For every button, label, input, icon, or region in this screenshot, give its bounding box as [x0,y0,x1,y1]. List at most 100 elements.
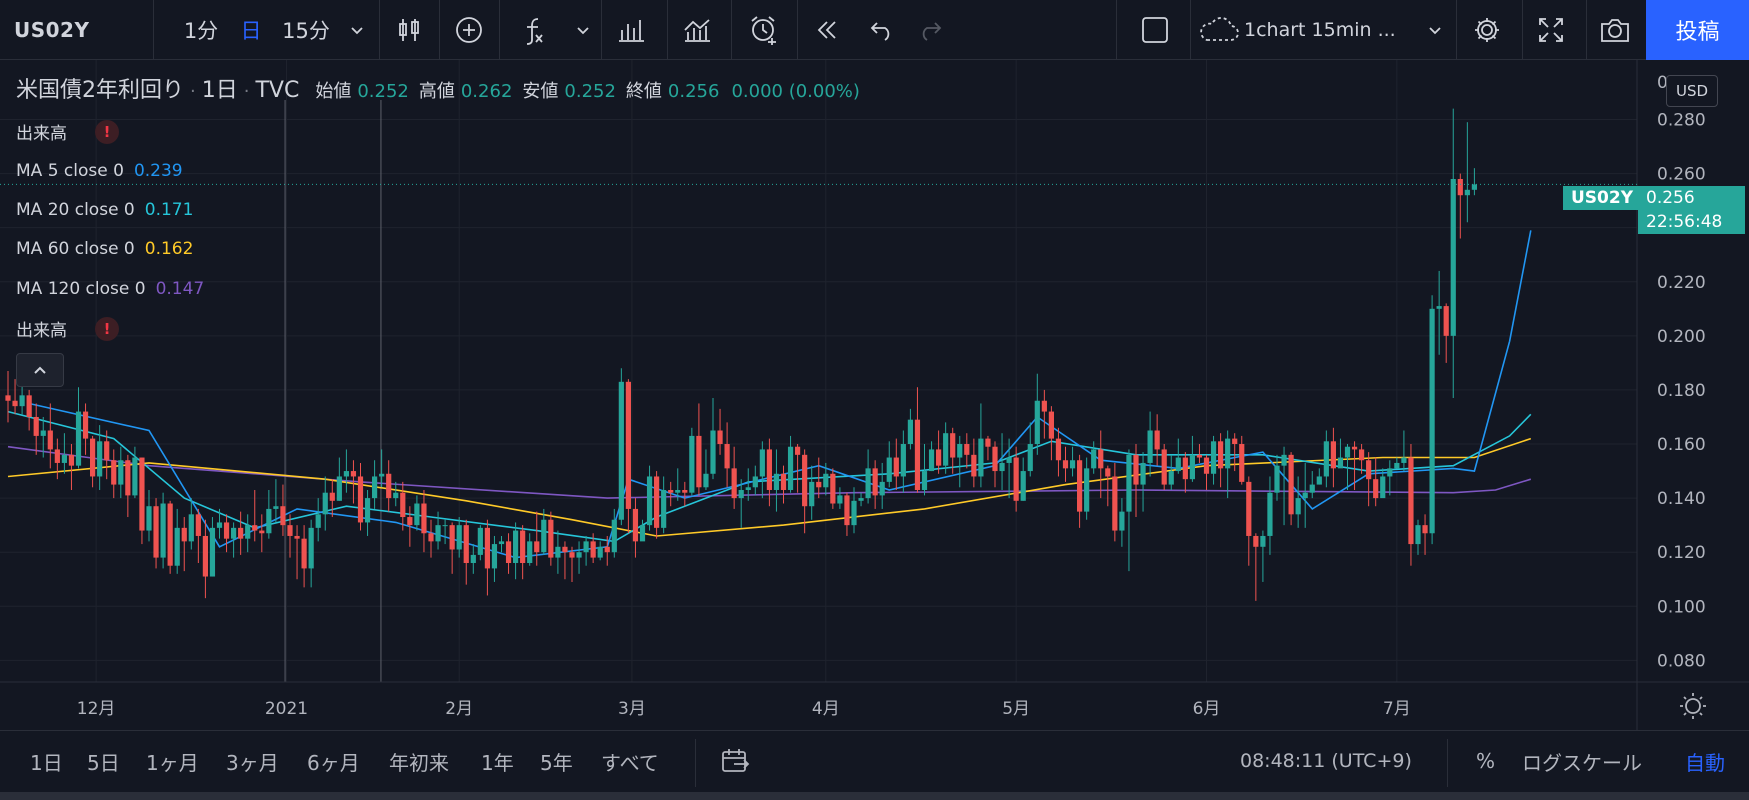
replay-icon[interactable] [802,0,852,60]
candle-up [907,419,913,445]
indicator-ma5[interactable]: MA 5 close 0 0.239 [16,161,183,181]
window-bottom-edge [0,792,1749,800]
candle-down [421,503,427,534]
clock-readout[interactable]: 08:48:11 (UTC+9) [1240,750,1412,772]
indicator-ma20[interactable]: MA 20 close 0 0.171 [16,200,193,220]
fullscreen-icon[interactable] [1526,0,1576,60]
chevron-down-icon[interactable] [568,0,598,60]
log-scale-toggle[interactable]: ログスケール [1522,750,1642,775]
candle-up [1260,535,1266,547]
candle-down [802,454,808,507]
candle-up [759,449,765,477]
bar-chart-icon[interactable] [606,0,656,60]
candle-down [54,449,60,463]
post-button[interactable]: 投稿 [1646,0,1749,60]
open-label: 始値 [315,81,352,102]
candle-up [372,476,378,499]
candle-up [611,519,617,553]
currency-button[interactable]: USD [1666,75,1718,107]
calendar-icon[interactable] [720,731,750,791]
chart-grid [0,60,1637,682]
range-6m[interactable]: 6ヶ月 [307,750,360,775]
indicator-label: MA 60 close 0 [16,239,135,259]
candle-down [1013,457,1019,501]
candles-icon[interactable] [384,0,434,60]
chevron-down-icon[interactable] [1422,0,1448,60]
price-tick-label: 0.220 [1657,273,1706,293]
symbol-search-button[interactable]: US02Y [14,18,90,42]
candle-down [1373,479,1379,499]
candle-up [435,525,441,542]
candle-down [816,481,822,488]
candle-up [1027,444,1033,472]
timeframe-1day[interactable]: 日 [240,19,262,43]
range-1d[interactable]: 1日 [30,750,63,775]
cloud-icon[interactable] [1196,0,1240,60]
candle-down [26,395,32,417]
camera-icon[interactable] [1590,0,1640,60]
candle-down [1443,306,1449,336]
separator [601,0,602,60]
candle-down [625,381,631,509]
candle-up [675,489,681,493]
square-icon[interactable] [1130,0,1180,60]
indicator-ma60[interactable]: MA 60 close 0 0.162 [16,239,193,259]
legend-symbol-name[interactable]: 米国債2年利回り [16,78,184,103]
auto-scale-toggle[interactable]: 自動 [1685,750,1725,775]
candle-down [111,460,117,485]
candle-down [1253,535,1259,547]
collapse-legend-button[interactable] [16,353,64,387]
separator [379,0,380,60]
undo-icon[interactable] [862,0,902,60]
candle-down [68,454,75,466]
countdown-label: 22:56:48 [1638,210,1745,234]
indicator-ma120[interactable]: MA 120 close 0 0.147 [16,279,204,299]
range-5y[interactable]: 5年 [540,750,573,775]
candle-up [160,503,166,558]
close-value: 0.256 [667,81,720,102]
percent-toggle[interactable]: % [1476,749,1496,773]
price-tick-label: 0.120 [1657,543,1706,563]
candle-down [449,525,455,550]
range-1y[interactable]: 1年 [481,750,514,775]
function-icon[interactable] [514,0,554,60]
timeframe-15min[interactable]: 15分 [282,19,330,43]
plus-circle-icon[interactable] [444,0,494,60]
candle-down [1048,411,1054,439]
candle-down [1161,449,1167,485]
candle-up [1316,476,1322,485]
warning-icon[interactable]: ! [95,316,119,341]
warning-icon[interactable]: ! [95,119,119,144]
candle-up [809,481,815,507]
range-3m[interactable]: 3ヶ月 [226,750,279,775]
candle-up [1147,430,1153,463]
candle-up [315,514,321,528]
range-all[interactable]: すべて [601,750,659,775]
redo-icon[interactable] [910,0,950,60]
candle-down [400,492,406,518]
close-label: 終値 [625,81,662,102]
indicator-volume[interactable]: 出来高 ! [16,119,119,144]
candle-up [498,541,505,545]
candle-down [139,457,145,531]
chevron-down-icon[interactable] [342,0,372,60]
layout-name[interactable]: 1chart 15min ... [1244,19,1396,41]
range-ytd[interactable]: 年初来 [389,750,449,775]
candle-up [245,525,251,539]
candle-up [865,468,871,499]
indicator-label: 出来高 [16,321,67,341]
candle-down [223,522,230,539]
range-1m[interactable]: 1ヶ月 [146,750,199,775]
candle-up [1119,511,1125,531]
candle-down [294,535,300,539]
gear-icon[interactable] [1462,0,1512,60]
candle-down [1288,454,1294,515]
indicator-volume[interactable]: 出来高 ! [16,316,119,341]
timeframe-1min[interactable]: 1分 [183,19,219,43]
alarm-icon[interactable] [736,0,791,60]
indicators-icon[interactable] [672,0,722,60]
range-5d[interactable]: 5日 [87,750,120,775]
candle-up [97,441,103,477]
candle-up [132,457,138,496]
